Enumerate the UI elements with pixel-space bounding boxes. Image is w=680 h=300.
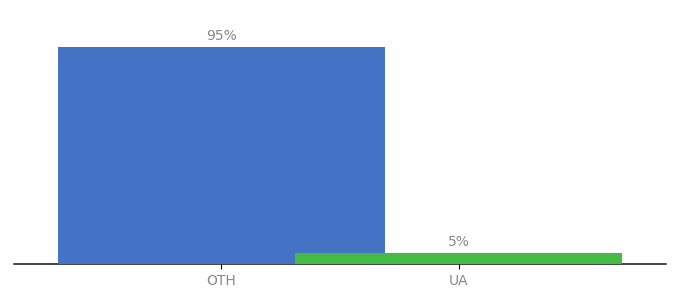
Text: 95%: 95% bbox=[206, 29, 237, 44]
Bar bbox=[58, 47, 384, 264]
Text: 5%: 5% bbox=[447, 235, 470, 249]
Bar bbox=[296, 253, 622, 264]
